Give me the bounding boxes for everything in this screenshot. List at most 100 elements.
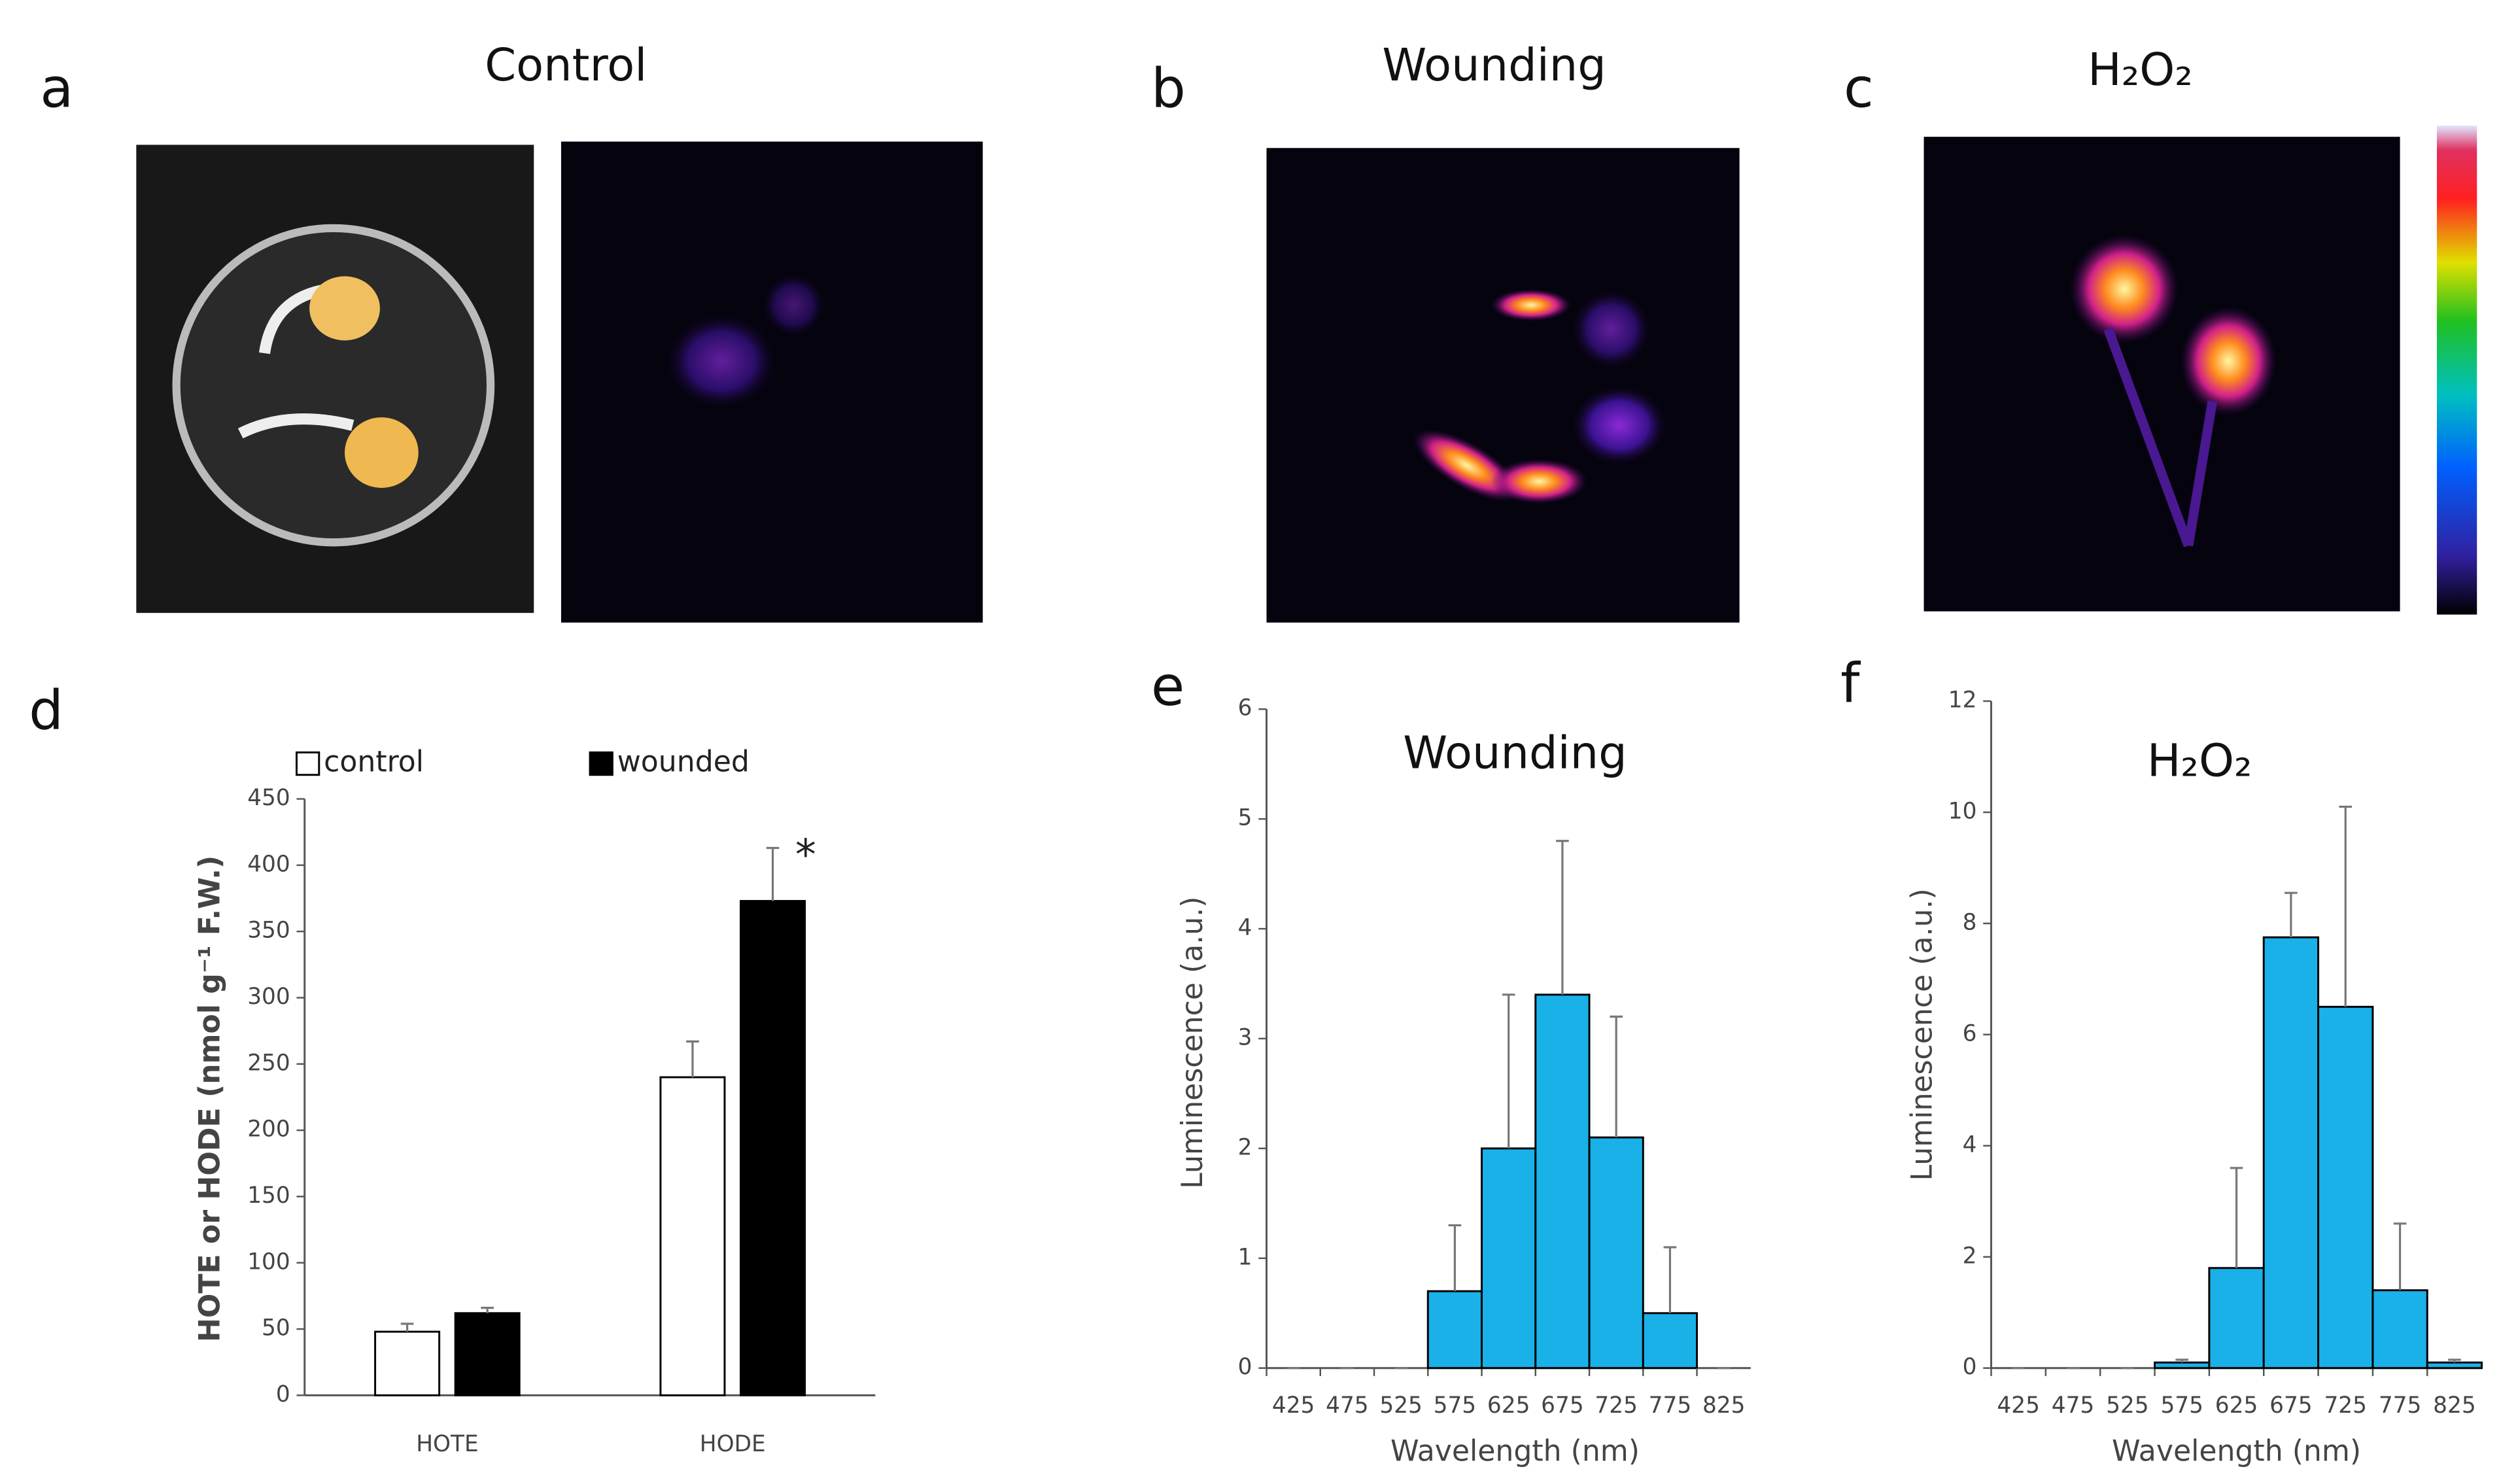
x-tick-label: HODE xyxy=(700,1431,766,1457)
panel-letter: a xyxy=(40,56,73,120)
image-title: H₂O₂ xyxy=(2088,44,2193,96)
panel-letter: f xyxy=(1840,651,1861,715)
y-axis-label: Luminescence (a.u.) xyxy=(1176,896,1209,1188)
bar xyxy=(659,1076,726,1396)
x-axis-label: Wavelength (nm) xyxy=(2112,1435,2361,1468)
y-tick-label: 0 xyxy=(1238,1354,1252,1380)
y-tick-label: 5 xyxy=(1238,805,1252,831)
annotation: * xyxy=(795,831,816,880)
error-bar xyxy=(1663,1246,1677,1313)
x-tick-label: 625 xyxy=(1487,1392,1530,1419)
bar xyxy=(1481,1147,1537,1370)
y-axis-label: HOTE or HODE (nmol g⁻¹ F.W.) xyxy=(194,855,227,1342)
y-tick-label: 10 xyxy=(1948,798,1977,824)
y-tick-label: 1 xyxy=(1238,1244,1252,1270)
x-tick-label: 525 xyxy=(2106,1392,2148,1419)
x-axis-label: Wavelength (nm) xyxy=(1390,1435,1640,1468)
x-tick-label: 675 xyxy=(1541,1392,1583,1419)
x-tick-label: HOTE xyxy=(416,1431,478,1457)
photo xyxy=(136,145,534,613)
image-title: Control xyxy=(485,39,647,92)
bar xyxy=(2317,1005,2374,1370)
luminescence-image-wounding xyxy=(1266,148,1740,623)
y-tick-label: 3 xyxy=(1238,1024,1252,1050)
y-tick-label: 0 xyxy=(1963,1354,1977,1380)
error-bar xyxy=(1556,840,1569,995)
bar xyxy=(2208,1267,2265,1370)
bar xyxy=(374,1330,441,1396)
error-bar xyxy=(1610,1015,1623,1138)
legend-label: wounded xyxy=(617,746,750,779)
y-tick-label: 6 xyxy=(1963,1020,1977,1046)
x-tick-label: 825 xyxy=(2433,1392,2475,1419)
y-tick-label: 400 xyxy=(247,851,290,877)
x-tick-label: 625 xyxy=(2215,1392,2258,1419)
y-tick-label: 250 xyxy=(247,1050,290,1076)
y-tick-label: 150 xyxy=(247,1182,290,1209)
error-bar xyxy=(2448,1358,2461,1363)
luminescence-image-h2o2 xyxy=(1923,137,2400,612)
bar xyxy=(2154,1361,2211,1370)
error-bar xyxy=(2230,1167,2243,1268)
y-tick-label: 12 xyxy=(1948,687,1977,713)
error-bar xyxy=(481,1307,494,1313)
x-tick-label: 575 xyxy=(2160,1392,2203,1419)
error-bar xyxy=(766,846,780,901)
x-tick-label: 425 xyxy=(1997,1392,2039,1419)
panel-letter: e xyxy=(1151,655,1184,718)
x-tick-label: 725 xyxy=(1595,1392,1637,1419)
bar xyxy=(2262,936,2320,1370)
legend-swatch xyxy=(296,751,320,776)
x-tick-label: 675 xyxy=(2269,1392,2312,1419)
error-bar xyxy=(1448,1224,1462,1292)
y-tick-label: 300 xyxy=(247,984,290,1010)
bar xyxy=(2372,1289,2428,1370)
x-tick-label: 775 xyxy=(2379,1392,2421,1419)
y-tick-label: 4 xyxy=(1963,1131,1977,1158)
y-tick-label: 450 xyxy=(247,785,290,811)
x-tick-label: 525 xyxy=(1379,1392,1422,1419)
x-tick-label: 475 xyxy=(1326,1392,1368,1419)
bar xyxy=(454,1312,521,1396)
y-axis-label: Luminescence (a.u.) xyxy=(1906,888,1939,1181)
error-bar xyxy=(2339,805,2353,1007)
panel-letter: c xyxy=(1844,56,1874,120)
color-scale xyxy=(2436,125,2477,615)
y-tick-label: 8 xyxy=(1963,909,1977,935)
bar xyxy=(2426,1361,2483,1370)
y-tick-label: 200 xyxy=(247,1116,290,1143)
error-bar xyxy=(1502,993,1515,1148)
x-tick-label: 775 xyxy=(1649,1392,1691,1419)
y-tick-label: 2 xyxy=(1238,1134,1252,1160)
error-bar xyxy=(2393,1222,2407,1290)
x-tick-label: 825 xyxy=(1702,1392,1745,1419)
bar xyxy=(1642,1312,1699,1370)
y-tick-label: 100 xyxy=(247,1249,290,1275)
error-bar xyxy=(400,1322,414,1332)
bar xyxy=(1534,993,1591,1370)
legend-swatch xyxy=(589,751,613,776)
x-tick-label: 725 xyxy=(2324,1392,2366,1419)
bar xyxy=(1426,1290,1483,1370)
y-tick-label: 50 xyxy=(262,1315,290,1341)
chart-title: Wounding xyxy=(1403,727,1627,779)
x-tick-label: 425 xyxy=(1272,1392,1315,1419)
panel-letter: b xyxy=(1151,56,1186,120)
y-tick-label: 6 xyxy=(1238,695,1252,721)
y-tick-label: 350 xyxy=(247,918,290,944)
error-bar xyxy=(2285,891,2298,938)
chart-title: H₂O₂ xyxy=(2147,735,2252,787)
legend-label: control xyxy=(324,746,424,779)
y-tick-label: 2 xyxy=(1963,1243,1977,1269)
bar xyxy=(1588,1136,1644,1370)
image-title: Wounding xyxy=(1382,39,1606,92)
x-tick-label: 475 xyxy=(2052,1392,2094,1419)
x-tick-label: 575 xyxy=(1434,1392,1476,1419)
luminescence-image-control xyxy=(561,141,983,623)
error-bar xyxy=(2175,1358,2189,1363)
error-bar xyxy=(686,1040,699,1078)
y-tick-label: 0 xyxy=(276,1381,290,1407)
y-tick-label: 4 xyxy=(1238,915,1252,941)
